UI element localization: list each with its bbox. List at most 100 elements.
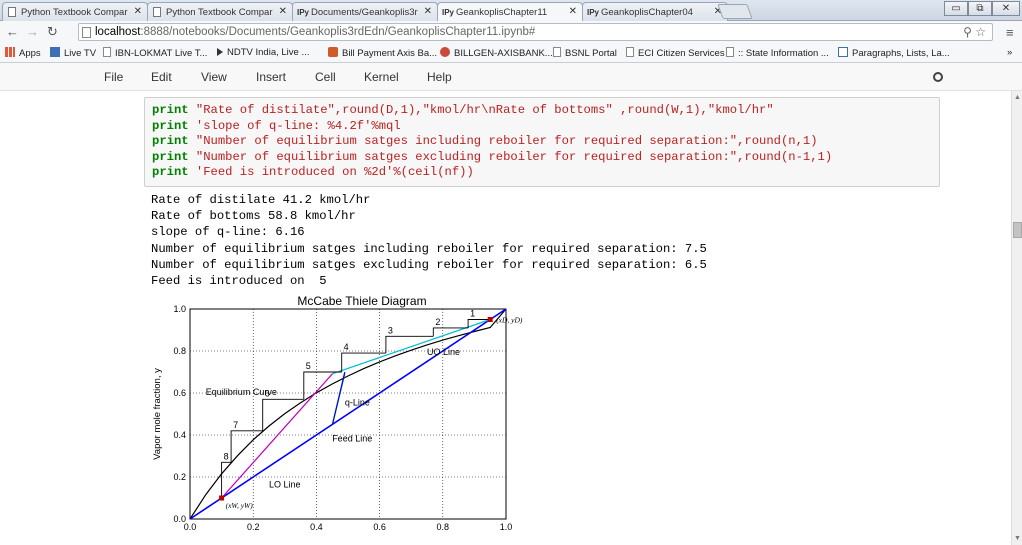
scrollbar-thumb[interactable] <box>1013 222 1022 238</box>
output-line: Rate of distilate 41.2 kmol/hr <box>151 193 371 207</box>
bookmarks-bar: Apps Live TV IBN-LOKMAT Live T... NDTV I… <box>0 43 1022 63</box>
document-icon <box>553 47 561 57</box>
stage-step <box>303 371 342 400</box>
close-tab-icon[interactable]: ✕ <box>278 6 287 17</box>
code-line: print "Number of equilibrium satges incl… <box>152 134 818 149</box>
output-line: slope of q-line: 6.16 <box>151 225 305 240</box>
axis-logo-icon <box>440 47 450 57</box>
bookmark-item[interactable]: Bill Payment Axis Ba... <box>328 47 437 59</box>
bookmark-item[interactable]: BILLGEN-AXISBANK... <box>440 47 553 59</box>
stage-label: 6 <box>265 388 270 398</box>
annotation-label: Feed Line <box>332 433 372 443</box>
output-line: Number of equilibrium satges excluding r… <box>151 257 707 272</box>
code-editor[interactable]: print "Rate of distilate",round(D,1),"km… <box>152 103 832 181</box>
point-label: (xW, yW) <box>226 501 254 510</box>
code-line: print 'Feed is introduced on %2d'%(ceil(… <box>152 165 474 180</box>
document-icon <box>8 7 16 17</box>
code-line: print "Rate of distilate",round(D,1),"km… <box>152 103 774 117</box>
stage-label: 5 <box>306 361 311 371</box>
y-tick-label: 0.2 <box>173 472 186 482</box>
bookmark-item[interactable]: ECI Citizen Services <box>626 47 725 59</box>
browser-tab[interactable]: Python Textbook Compar ✕ <box>147 2 293 21</box>
x-tick-label: 0.8 <box>437 522 450 532</box>
ipython-icon: IPy <box>297 8 310 17</box>
browser-menu-icon[interactable]: ≡ <box>1006 25 1014 40</box>
menu-file[interactable]: File <box>104 70 124 84</box>
x-tick-label: 0.6 <box>373 522 386 532</box>
menu-view[interactable]: View <box>201 70 227 84</box>
back-icon[interactable]: ← <box>6 24 19 39</box>
stage-label: 2 <box>435 317 440 327</box>
point-label: (xD, yD) <box>496 316 523 325</box>
close-tab-icon[interactable]: ✕ <box>713 6 722 17</box>
stage-label: 8 <box>224 451 229 461</box>
bookmark-item[interactable]: :: State Information ... <box>726 47 829 59</box>
stage-step <box>341 352 386 372</box>
menu-kernel[interactable]: Kernel <box>364 70 399 84</box>
browser-tab[interactable]: Python Textbook Compar ✕ <box>2 2 148 21</box>
bookmark-item[interactable]: BSNL Portal <box>553 47 617 59</box>
stage-step <box>230 430 263 463</box>
annotation-label: Equilibrium Curve <box>206 387 277 397</box>
series-line-equilibrium-curve <box>189 308 507 520</box>
address-bar: ← → ↻ localhost:8888/notebooks/Documents… <box>0 21 1022 43</box>
stage-step <box>262 398 304 431</box>
document-icon <box>103 47 111 57</box>
series-line-diagonal <box>189 308 507 520</box>
page-scrollbar[interactable]: ▲ ▼ <box>1011 91 1022 545</box>
close-tab-icon[interactable]: ✕ <box>133 6 142 17</box>
document-icon <box>726 47 734 57</box>
bookmark-apps[interactable]: Apps <box>5 47 41 59</box>
stage-label: 7 <box>233 420 238 430</box>
browser-tab-active[interactable]: IPy GeankoplisChapter11 ✕ <box>437 2 583 22</box>
scroll-down-icon[interactable]: ▼ <box>1014 535 1021 542</box>
scroll-up-icon[interactable]: ▲ <box>1014 94 1021 101</box>
more-bookmarks-icon[interactable]: » <box>1007 47 1013 58</box>
bookmark-item[interactable]: NDTV India, Live ... <box>217 47 309 58</box>
url-input[interactable]: localhost:8888/notebooks/Documents/Geank… <box>78 23 993 41</box>
axis-bank-icon <box>328 47 338 57</box>
x-tick-label: 0.4 <box>310 522 323 532</box>
document-icon <box>626 47 634 57</box>
stage-label: 4 <box>344 342 349 352</box>
y-tick-label: 1.0 <box>173 304 186 314</box>
code-line: print "Number of equilibrium satges excl… <box>152 149 833 164</box>
document-icon <box>153 7 161 17</box>
y-tick-label: 0.6 <box>173 388 186 398</box>
y-tick-label: 0.8 <box>173 346 186 356</box>
minimize-button[interactable]: ▭ <box>944 1 968 16</box>
close-window-button[interactable]: ✕ <box>992 1 1020 16</box>
zoom-star-icons[interactable]: ⚲ ☆ <box>963 25 986 39</box>
menu-cell[interactable]: Cell <box>315 70 336 84</box>
code-cell[interactable]: print "Rate of distilate",round(D,1),"km… <box>144 97 940 187</box>
jupyter-menubar: File Edit View Insert Cell Kernel Help <box>0 63 1022 91</box>
series-line-feed-line <box>331 371 346 425</box>
bookmark-item[interactable]: Paragraphs, Lists, La... <box>838 47 950 59</box>
data-point <box>219 495 225 501</box>
annotation-label: LO Line <box>269 480 301 490</box>
new-tab-button[interactable] <box>717 4 753 19</box>
stage-label: 3 <box>388 325 393 335</box>
apps-icon <box>5 47 15 57</box>
bookmark-item[interactable]: IBN-LOKMAT Live T... <box>103 47 207 59</box>
close-tab-icon[interactable]: ✕ <box>423 6 432 17</box>
code-line: print 'slope of q-line: %4.2f'%mql <box>152 118 401 133</box>
maximize-button[interactable]: ⧉ <box>968 1 992 16</box>
page-icon <box>82 27 91 38</box>
reload-icon[interactable]: ↻ <box>47 24 58 39</box>
data-point <box>487 317 493 322</box>
menu-edit[interactable]: Edit <box>151 70 172 84</box>
browser-tab[interactable]: IPy Documents/Geankoplis3r ✕ <box>292 2 438 21</box>
annotation-label: UO Line <box>427 347 460 357</box>
menu-insert[interactable]: Insert <box>256 70 287 84</box>
y-axis-label: Vapor mole fraction, y <box>152 368 163 460</box>
notebook-area: print "Rate of distilate",round(D,1),"km… <box>0 91 1022 545</box>
series-line-lo-line <box>221 373 333 499</box>
forward-icon[interactable]: → <box>26 24 39 39</box>
kernel-status-icon <box>933 72 943 82</box>
menu-help[interactable]: Help <box>427 70 452 84</box>
bookmark-item[interactable]: Live TV <box>50 47 96 59</box>
browser-tab[interactable]: IPy GeankoplisChapter04 ✕ <box>582 2 728 21</box>
y-tick-label: 0.4 <box>173 430 186 440</box>
close-tab-icon[interactable]: ✕ <box>568 6 577 17</box>
